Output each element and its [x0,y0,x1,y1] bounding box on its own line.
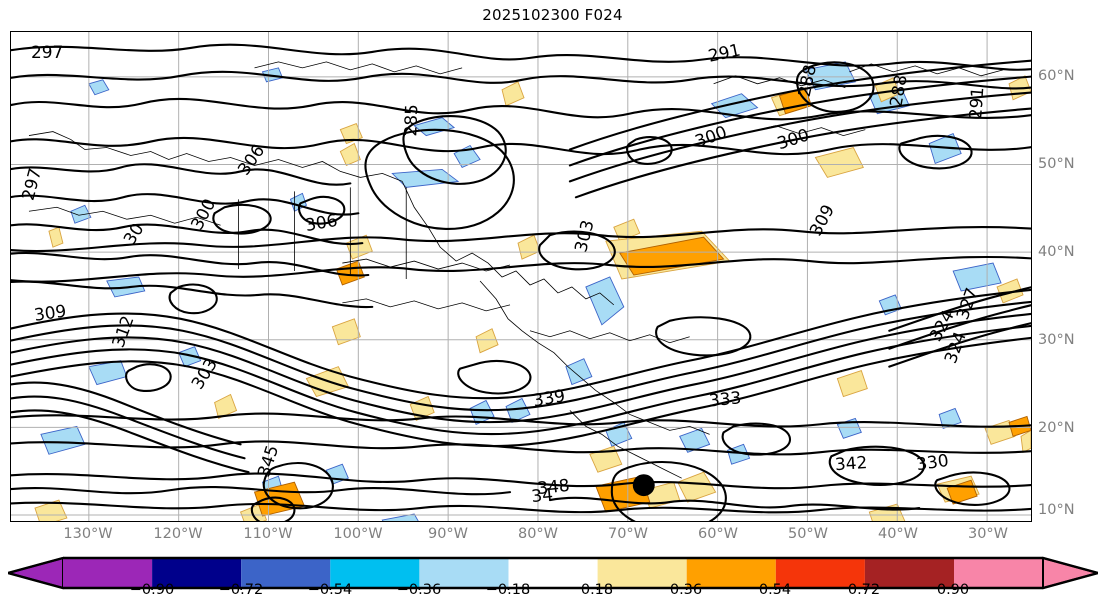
svg-text:333: 333 [708,387,742,410]
colorbar-ticks [151,588,955,590]
svg-text:291: 291 [706,40,742,66]
lon-tick-label: 90°W [427,526,469,542]
colorbar-tick-labels: −0.90 −0.72 −0.54 −0.36 −0.18 0.18 0.36 … [0,582,1105,610]
colorbar-tick-label: 0.18 [580,582,614,598]
svg-text:330: 330 [915,450,950,474]
lon-tick-label: 120°W [153,526,203,542]
lon-tick-label: 50°W [787,526,829,542]
low-center-marker [632,474,655,497]
svg-text:312: 312 [108,313,138,350]
contour-layer [11,43,1031,521]
svg-text:306: 306 [304,210,339,235]
colorbar-tick-label: 0.90 [936,582,970,598]
page-title: 2025102300 F024 [482,6,623,24]
lon-tick-label: 60°W [697,526,739,542]
lon-tick-label: 100°W [333,526,383,542]
svg-text:288: 288 [794,63,820,99]
colorbar-segment [508,558,598,588]
lat-tick-label: 30°N [1038,332,1075,348]
colorbar[interactable] [8,556,1098,590]
colorbar-segment [775,558,865,588]
colorbar-tick-label: −0.18 [485,582,531,598]
colorbar-segment [419,558,509,588]
svg-text:300: 300 [692,121,729,151]
colorbar-canvas[interactable] [8,556,1098,590]
colorbar-outline [8,556,1098,590]
colorbar-segment [686,558,776,588]
lat-tick-label: 20°N [1038,420,1075,436]
lat-tick-label: 50°N [1038,156,1075,172]
lon-tick-label: 130°W [63,526,113,542]
longitude-axis-labels: 130°W 120°W 110°W 100°W 90°W 80°W 70°W 6… [10,526,1032,548]
svg-text:327: 327 [952,285,982,322]
lat-tick-label: 60°N [1038,68,1075,84]
svg-text:34: 34 [530,484,554,506]
svg-text:285: 285 [400,104,421,137]
colorbar-segment [241,558,331,588]
lon-tick-label: 110°W [243,526,293,542]
svg-text:309: 309 [33,300,68,324]
map-plot-area[interactable]: 297 297 300 306 306 30 309 312 303 285 3… [10,31,1032,522]
lon-tick-label: 70°W [607,526,649,542]
lon-tick-label: 80°W [517,526,559,542]
latitude-axis-labels: 60°N 50°N 40°N 30°N 20°N 10°N [1038,31,1105,522]
colorbar-tick-label: 0.72 [847,582,881,598]
svg-text:339: 339 [531,385,566,410]
colorbar-tick-label: 0.36 [669,582,703,598]
svg-text:303: 303 [570,218,597,254]
colorbar-segment [864,558,954,588]
colorbar-tick-label: −0.72 [218,582,264,598]
svg-text:291: 291 [965,86,987,120]
colorbar-tick-label: −0.36 [396,582,442,598]
colorbar-segment [954,558,1044,588]
lat-tick-label: 10°N [1038,502,1075,518]
colorbar-segment [63,558,153,588]
colorbar-segment [330,558,420,588]
colorbar-segment [597,558,687,588]
lon-tick-label: 40°W [877,526,919,542]
colorbar-tick-label: 0.54 [758,582,792,598]
lon-tick-label: 30°W [967,526,1009,542]
colorbar-tick-label: −0.54 [307,582,353,598]
lat-tick-label: 40°N [1038,244,1075,260]
map-canvas: 297 297 300 306 306 30 309 312 303 285 3… [11,32,1031,521]
colorbar-segment [152,558,242,588]
svg-text:300: 300 [775,124,812,153]
svg-text:342: 342 [834,452,868,474]
svg-text:348: 348 [536,475,570,498]
colorbar-tick-label: −0.90 [129,582,175,598]
svg-text:297: 297 [31,42,63,62]
